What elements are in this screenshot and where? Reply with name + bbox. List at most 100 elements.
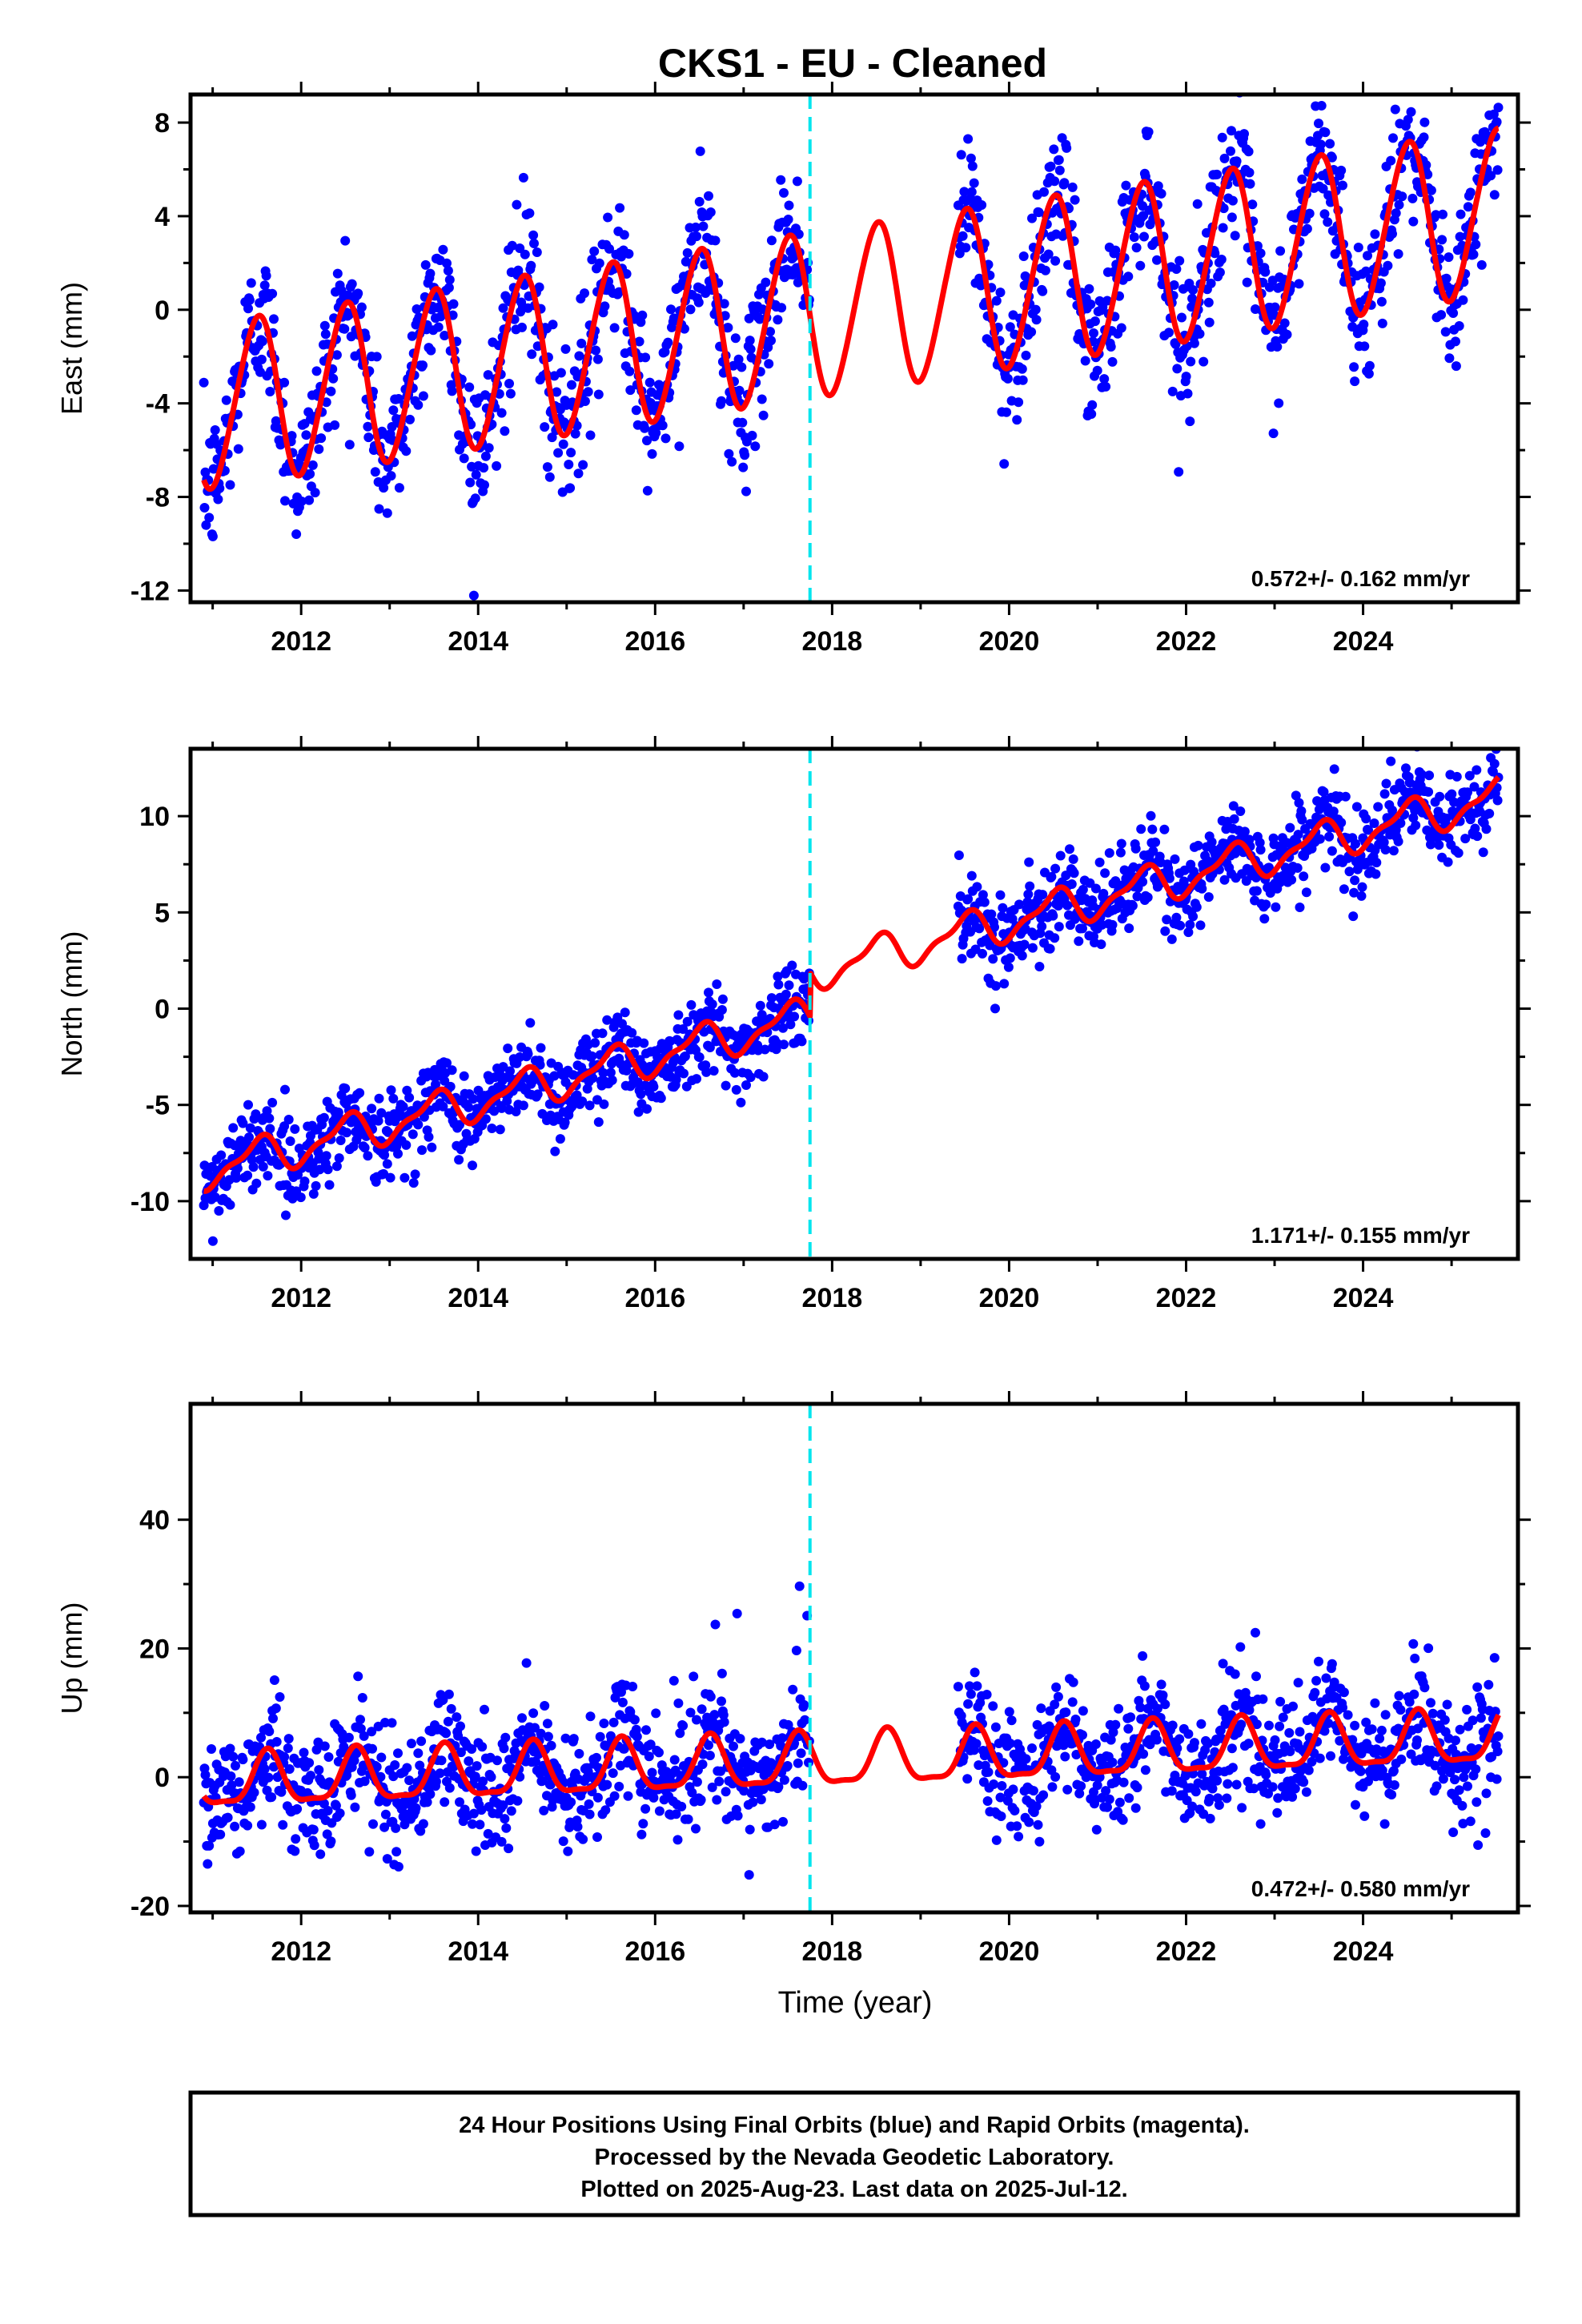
data-point — [1426, 185, 1436, 195]
data-point — [1315, 139, 1326, 150]
data-point — [1436, 310, 1447, 320]
data-point — [484, 443, 494, 453]
data-point — [230, 1821, 240, 1831]
data-point — [712, 1795, 722, 1805]
data-point — [1381, 778, 1391, 789]
data-point — [1226, 146, 1235, 156]
data-point — [796, 1748, 806, 1759]
data-point — [1070, 195, 1080, 205]
data-point — [350, 1802, 360, 1812]
data-point — [717, 994, 728, 1004]
data-point — [1388, 133, 1398, 143]
data-point — [744, 1870, 754, 1880]
data-point — [680, 1051, 690, 1061]
data-point — [264, 1113, 275, 1124]
data-point — [1299, 871, 1309, 882]
data-point — [592, 1832, 602, 1842]
data-point — [1350, 875, 1360, 886]
data-point — [1018, 375, 1028, 385]
data-point — [1455, 1724, 1465, 1735]
data-point — [1051, 1682, 1062, 1692]
data-point — [1327, 1659, 1337, 1669]
data-point — [308, 1188, 319, 1199]
data-point — [693, 297, 704, 308]
data-point — [238, 1118, 248, 1128]
data-point — [632, 1077, 643, 1088]
data-point — [364, 1847, 375, 1857]
data-point — [755, 1000, 765, 1011]
data-point — [1261, 1770, 1271, 1780]
data-point — [1043, 249, 1054, 259]
data-point — [199, 377, 209, 388]
data-point — [1068, 1677, 1078, 1687]
rate-label: 0.572+/- 0.162 mm/yr — [1251, 566, 1470, 591]
data-point — [374, 1093, 384, 1104]
data-point — [204, 513, 215, 523]
data-point — [504, 379, 514, 388]
data-point — [1116, 323, 1126, 333]
data-point — [249, 1787, 259, 1798]
data-point — [963, 1699, 974, 1709]
data-point — [544, 472, 555, 482]
data-point — [259, 280, 270, 291]
data-point — [1394, 199, 1404, 210]
data-point — [1450, 1775, 1460, 1785]
data-point — [1303, 1765, 1314, 1775]
data-point — [623, 1791, 633, 1801]
data-point — [1010, 1806, 1020, 1815]
data-point — [1130, 843, 1141, 854]
data-point — [745, 336, 755, 346]
data-point — [963, 894, 974, 904]
data-point — [1324, 831, 1335, 842]
data-point — [1131, 243, 1142, 253]
data-point — [1457, 1800, 1468, 1811]
data-point — [719, 299, 729, 309]
data-point — [456, 1721, 465, 1731]
data-point — [1394, 1691, 1404, 1701]
data-point — [1454, 1785, 1464, 1795]
data-point — [640, 352, 651, 363]
data-point — [1100, 868, 1110, 879]
data-point — [290, 1846, 300, 1856]
data-point — [412, 304, 422, 314]
data-point — [1391, 208, 1401, 219]
data-point — [344, 440, 355, 450]
x-tick-label: 2020 — [979, 1283, 1040, 1313]
data-point — [999, 979, 1010, 989]
data-point — [1408, 216, 1419, 227]
data-point — [339, 324, 350, 334]
data-point — [666, 304, 676, 315]
data-point — [499, 1743, 509, 1754]
data-point — [201, 520, 211, 530]
data-point — [961, 243, 971, 253]
data-point — [644, 377, 655, 388]
data-point — [1152, 255, 1162, 265]
data-point — [614, 287, 624, 297]
data-point — [199, 1200, 209, 1211]
data-point — [1469, 782, 1480, 792]
data-point — [757, 394, 767, 404]
data-point — [417, 1145, 427, 1156]
data-point — [382, 1159, 392, 1169]
x-tick-label: 2014 — [448, 626, 508, 657]
data-point — [1405, 79, 1415, 89]
data-point — [978, 948, 987, 959]
data-point — [1458, 295, 1468, 305]
data-point — [1349, 362, 1359, 372]
data-point — [262, 1106, 272, 1116]
data-point — [1012, 415, 1022, 425]
data-point — [576, 338, 587, 348]
y-tick-label: -20 — [130, 1892, 170, 1922]
data-point — [1146, 810, 1156, 821]
data-point — [748, 1797, 758, 1807]
x-tick-label: 2014 — [448, 1936, 508, 1967]
data-point — [1307, 1756, 1317, 1767]
data-point — [203, 1859, 213, 1869]
footer-line-3: Plotted on 2025-Aug-23. Last data on 202… — [580, 2177, 1127, 2202]
data-point — [387, 1718, 397, 1728]
data-point — [648, 1082, 659, 1092]
x-tick-label: 2016 — [624, 1283, 685, 1313]
data-point — [756, 1795, 766, 1805]
data-point — [199, 503, 210, 513]
x-tick-label: 2014 — [448, 1283, 508, 1313]
